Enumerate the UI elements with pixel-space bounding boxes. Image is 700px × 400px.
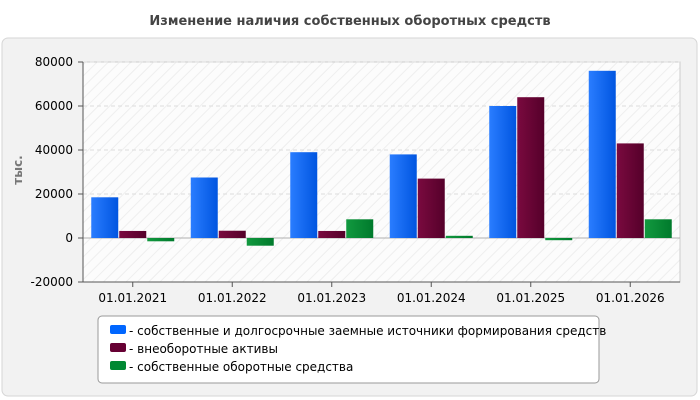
y-tick-label: 40000: [35, 143, 73, 157]
legend: - собственные и долгосрочные заемные ист…: [110, 324, 606, 374]
bar-1-4: [517, 97, 545, 238]
y-axis: -20000 0 20000 40000 60000 80000: [30, 55, 84, 289]
x-axis: 01.01.2021 01.01.2022 01.01.2023 01.01.2024…: [83, 281, 680, 305]
legend-label-1: - внеоборотные активы: [129, 342, 278, 356]
bar-2-4: [545, 238, 573, 241]
bar-0-0: [91, 197, 119, 238]
bar-2-2: [346, 219, 374, 238]
bar-0-1: [190, 177, 218, 238]
x-tick-label: 01.01.2026: [596, 291, 665, 305]
x-tick-label: 01.01.2022: [198, 291, 267, 305]
bar-series: [91, 70, 672, 246]
legend-label-0: - собственные и долгосрочные заемные ист…: [129, 324, 606, 338]
y-tick-label: 20000: [35, 187, 73, 201]
x-tick-label: 01.01.2023: [297, 291, 366, 305]
y-tick-label: 60000: [35, 99, 73, 113]
y-tick-label: 80000: [35, 55, 73, 69]
bar-2-3: [445, 235, 473, 238]
bar-0-3: [389, 154, 417, 238]
legend-swatch-0: [110, 325, 126, 334]
x-tick-label: 01.01.2025: [496, 291, 565, 305]
bar-0-5: [588, 70, 616, 238]
chart-title: Изменение наличия собственных оборотных …: [149, 14, 550, 29]
legend-swatch-1: [110, 343, 126, 352]
bar-0-2: [290, 152, 318, 238]
legend-label-2: - собственные оборотные средства: [129, 360, 353, 374]
bar-1-1: [218, 230, 246, 238]
bar-1-5: [616, 143, 644, 238]
bar-2-0: [147, 238, 175, 242]
y-tick-label: -20000: [30, 275, 73, 289]
plot-area: [82, 61, 681, 283]
bar-1-3: [417, 178, 445, 238]
y-tick-label: 0: [65, 231, 73, 245]
legend-box: [97, 315, 600, 384]
bar-1-2: [318, 230, 346, 238]
bar-2-1: [246, 238, 274, 246]
bar-1-0: [119, 230, 147, 238]
y-axis-label: тыс.: [11, 155, 25, 184]
x-tick-label: 01.01.2021: [98, 291, 167, 305]
x-tick-label: 01.01.2024: [397, 291, 466, 305]
bar-2-5: [644, 219, 672, 238]
legend-swatch-2: [110, 361, 126, 370]
bar-0-4: [489, 106, 517, 238]
